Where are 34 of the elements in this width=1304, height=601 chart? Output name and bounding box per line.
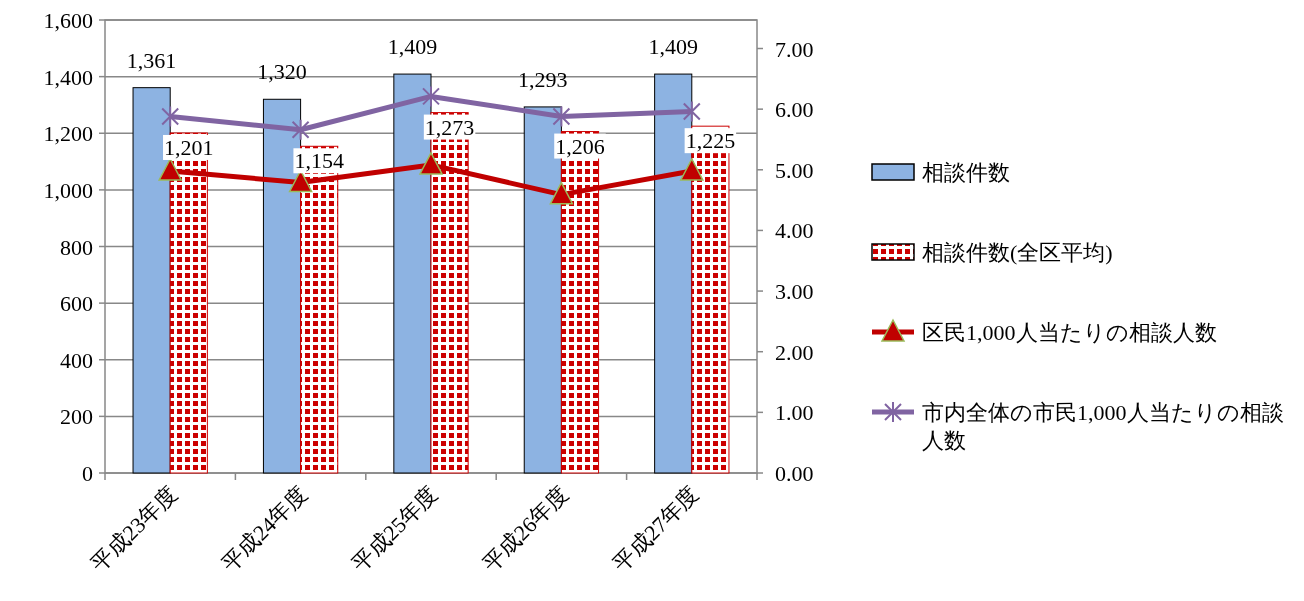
y-tick-label: 400 [60,347,93,373]
y-tick-label: 800 [60,234,93,260]
y-tick-label: 1,400 [43,64,93,90]
y2-tick-label: 7.00 [775,36,814,62]
x-tick-label: 平成25年度 [347,480,443,577]
data-label: 1,201 [164,134,214,160]
data-label: 1,225 [685,128,736,154]
y2-tick-label: 3.00 [775,279,814,305]
y-tick-label: 1,600 [43,8,93,33]
data-label: 1,293 [518,66,568,92]
data-label: 1,154 [294,148,344,174]
data-label: 1,320 [257,59,307,85]
x-tick-label: 平成26年度 [477,480,573,577]
y-tick-label: 1,000 [43,177,93,203]
legend-label: 相談件数 [922,160,1010,185]
y2-tick-label: 0.00 [775,461,814,486]
data-label: 1,273 [424,114,475,140]
legend-label: 市内全体の市民1,000人当たりの相談人数 [922,400,1284,453]
y2-tick-label: 5.00 [775,157,814,183]
x-tick-label: 平成27年度 [607,480,704,577]
y-tick-label: 1,200 [43,121,93,147]
data-label: 1,206 [555,133,605,159]
data-label: 1,409 [648,34,698,60]
y2-tick-label: 2.00 [775,339,814,365]
y2-tick-label: 1.00 [775,400,814,426]
x-tick-label: 平成24年度 [216,480,313,577]
legend-label: 相談件数(全区平均) [922,240,1113,265]
y2-tick-label: 4.00 [775,218,814,244]
y2-tick-label: 6.00 [775,97,814,123]
y-tick-label: 600 [60,291,93,317]
data-label: 1,361 [126,47,177,73]
data-label: 1,409 [387,34,438,60]
legend-label: 区民1,000人当たりの相談人数 [922,320,1217,345]
y-tick-label: 200 [60,404,93,430]
